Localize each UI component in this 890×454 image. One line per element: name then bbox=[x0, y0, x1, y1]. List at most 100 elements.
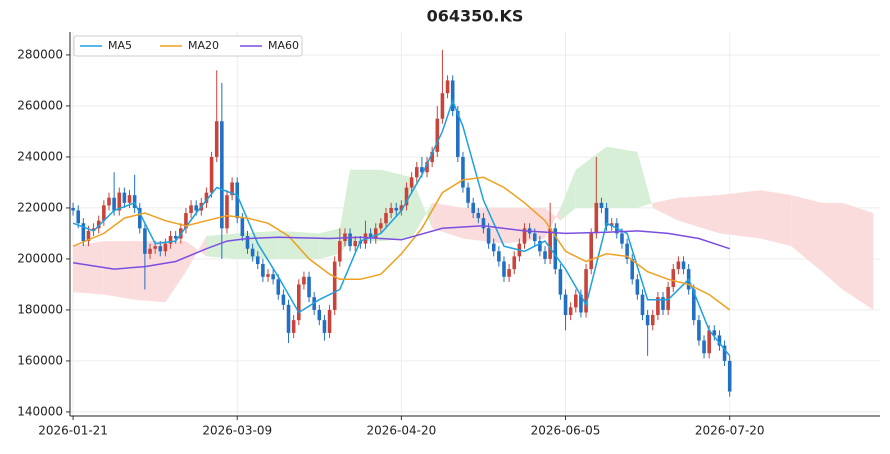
cloud bbox=[185, 235, 207, 272]
candle-body bbox=[568, 307, 573, 316]
candle-body bbox=[584, 269, 588, 313]
y-tick-label: 160000 bbox=[17, 353, 63, 367]
legend-box bbox=[73, 35, 303, 57]
candle-body bbox=[81, 223, 86, 242]
candle-body bbox=[512, 256, 517, 270]
cloud bbox=[134, 241, 166, 303]
candle-body bbox=[640, 294, 645, 316]
candle-body bbox=[522, 228, 527, 244]
legend: MA5 MA20 MA60 bbox=[73, 35, 303, 57]
candle-body bbox=[491, 243, 496, 252]
candle-body bbox=[189, 205, 193, 214]
candle-body bbox=[266, 274, 270, 277]
cloud bbox=[822, 202, 843, 290]
cloud bbox=[278, 230, 320, 259]
candle-body bbox=[214, 121, 219, 157]
candle-body bbox=[435, 118, 440, 152]
candle-body bbox=[220, 121, 224, 229]
cloud bbox=[652, 197, 679, 221]
candle-body bbox=[240, 218, 245, 236]
candle-body bbox=[727, 360, 732, 392]
cloud bbox=[411, 177, 433, 239]
candle-body bbox=[194, 205, 198, 211]
cloud bbox=[678, 195, 720, 234]
y-tick-label: 140000 bbox=[17, 404, 63, 418]
candle-body bbox=[717, 335, 722, 346]
cloud bbox=[103, 241, 135, 300]
y-tick-label: 180000 bbox=[17, 302, 63, 316]
candle-body bbox=[404, 187, 409, 206]
candle-body bbox=[450, 80, 455, 112]
candle-body bbox=[137, 207, 142, 229]
chart-title: 064350.KS bbox=[427, 7, 524, 26]
y-tick-label: 280000 bbox=[17, 47, 63, 61]
candle-body bbox=[609, 223, 614, 226]
candle-body bbox=[307, 276, 311, 298]
candle-body bbox=[697, 320, 701, 341]
candle-body bbox=[348, 233, 352, 247]
y-tick-label: 240000 bbox=[17, 149, 63, 163]
candle-body bbox=[353, 241, 358, 247]
candle-body bbox=[722, 345, 727, 361]
candle-body bbox=[245, 235, 250, 249]
candle-body bbox=[507, 269, 511, 277]
candle-body bbox=[476, 213, 481, 219]
candle-body bbox=[184, 213, 188, 229]
legend-label: MA60 bbox=[268, 39, 299, 52]
candle-body bbox=[71, 207, 75, 211]
x-tick-label: 2026-03-09 bbox=[202, 424, 272, 438]
cloud bbox=[73, 241, 104, 295]
x-tick-label: 2026-07-20 bbox=[695, 424, 765, 438]
candle-body bbox=[132, 195, 137, 208]
cloud bbox=[760, 190, 792, 247]
candle-body bbox=[163, 243, 168, 252]
candle-body bbox=[558, 269, 563, 295]
candle-body bbox=[96, 220, 101, 229]
candle-body bbox=[91, 228, 96, 231]
candle-body bbox=[676, 261, 681, 270]
candle-body bbox=[604, 207, 609, 226]
candle-body bbox=[430, 151, 434, 163]
candle-body bbox=[296, 284, 301, 321]
candle-body bbox=[122, 192, 127, 203]
candle-body bbox=[666, 286, 670, 310]
candle-body bbox=[502, 261, 506, 277]
cloud bbox=[606, 146, 638, 208]
candle-body bbox=[230, 182, 234, 196]
legend-label: MA5 bbox=[108, 39, 132, 52]
candle-body bbox=[276, 279, 281, 295]
candle-body bbox=[681, 261, 686, 270]
candle-body bbox=[445, 80, 450, 94]
candle-body bbox=[409, 177, 414, 188]
candle-body bbox=[538, 241, 542, 252]
candle-body bbox=[471, 202, 475, 214]
candle-body bbox=[148, 248, 152, 254]
cloud bbox=[637, 151, 653, 208]
candle-body bbox=[384, 213, 388, 224]
candle-body bbox=[532, 233, 537, 242]
candle-body bbox=[153, 246, 157, 249]
candle-body bbox=[707, 330, 711, 354]
candle-body bbox=[281, 294, 286, 305]
ma-line bbox=[72, 98, 731, 357]
y-tick-label: 220000 bbox=[17, 200, 63, 214]
candle-body bbox=[317, 309, 322, 321]
cloud bbox=[560, 169, 576, 221]
candle-body bbox=[158, 246, 163, 252]
candle-body bbox=[255, 256, 260, 265]
cloud bbox=[165, 241, 186, 303]
candle-body bbox=[250, 248, 255, 257]
candle-body bbox=[543, 251, 547, 259]
ma-line bbox=[72, 225, 730, 270]
candle-body bbox=[286, 304, 291, 333]
cloud bbox=[432, 202, 463, 239]
ma-line bbox=[72, 176, 731, 311]
candle-body bbox=[425, 162, 429, 173]
cloud bbox=[350, 169, 381, 242]
y-tick-label: 260000 bbox=[17, 98, 63, 112]
candle-body bbox=[563, 294, 568, 316]
candle-body bbox=[76, 210, 81, 224]
x-tick-label: 2026-06-05 bbox=[531, 424, 601, 438]
candle-body bbox=[379, 223, 383, 229]
candle-body bbox=[102, 205, 106, 221]
